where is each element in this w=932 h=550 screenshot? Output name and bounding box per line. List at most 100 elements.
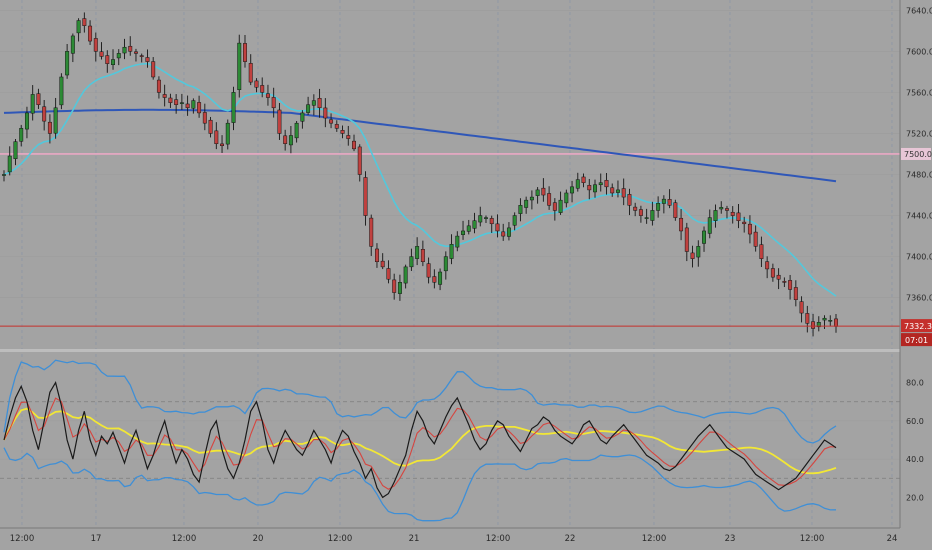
candle-body[interactable] (151, 61, 156, 78)
candle-body[interactable] (667, 199, 672, 206)
candle-body[interactable] (730, 211, 735, 216)
candle-body[interactable] (615, 189, 620, 193)
price-pane[interactable] (0, 12, 900, 337)
candle-body[interactable] (449, 244, 454, 259)
candle-body[interactable] (128, 45, 133, 52)
candle-body[interactable] (323, 107, 328, 119)
candle-body[interactable] (426, 263, 431, 278)
candle-body[interactable] (7, 155, 12, 173)
candle-body[interactable] (174, 99, 179, 105)
candle-body[interactable] (484, 217, 488, 219)
candle-body[interactable] (19, 128, 24, 142)
candle-body[interactable] (82, 18, 87, 26)
candle-body[interactable] (673, 202, 678, 218)
lower-band-line[interactable] (3, 447, 837, 522)
candle-body[interactable] (214, 130, 219, 144)
candle-body[interactable] (409, 256, 414, 268)
candle-body[interactable] (265, 93, 270, 98)
candle-body[interactable] (243, 43, 247, 62)
oscillator-line[interactable] (3, 381, 837, 499)
candle-body[interactable] (231, 92, 236, 123)
candle-body[interactable] (397, 282, 402, 294)
candle-body[interactable] (495, 223, 500, 232)
candle-body[interactable] (506, 227, 511, 237)
candle-body[interactable] (111, 59, 115, 65)
candle-body[interactable] (134, 51, 138, 54)
candle-body[interactable] (340, 130, 345, 134)
candle-body[interactable] (116, 53, 121, 59)
candle-body[interactable] (288, 135, 293, 146)
candle-body[interactable] (162, 94, 167, 98)
pane-separator[interactable] (0, 349, 900, 352)
candle-body[interactable] (788, 280, 793, 290)
candle-body[interactable] (432, 276, 437, 283)
candle-body[interactable] (478, 215, 483, 223)
candle-body[interactable] (587, 185, 592, 191)
candle-body[interactable] (793, 287, 798, 300)
fast-moving-average-line[interactable] (3, 62, 837, 297)
candle-body[interactable] (541, 187, 546, 196)
candle-body[interactable] (88, 25, 93, 42)
candle-body[interactable] (334, 124, 339, 129)
candle-body[interactable] (42, 106, 47, 122)
candle-body[interactable] (93, 38, 98, 52)
slow-moving-average-line[interactable] (3, 108, 837, 183)
candle-body[interactable] (753, 231, 758, 247)
candle-body[interactable] (283, 135, 288, 144)
candle-body[interactable] (518, 205, 523, 214)
candle-body[interactable] (386, 268, 391, 280)
candle-body[interactable] (438, 271, 443, 285)
candle-body[interactable] (24, 112, 29, 130)
candle-body[interactable] (105, 55, 110, 64)
candle-body[interactable] (30, 94, 35, 114)
candle-body[interactable] (99, 51, 104, 57)
candle-body[interactable] (581, 176, 586, 183)
candle-body[interactable] (2, 174, 6, 176)
candle-body[interactable] (529, 196, 534, 201)
candle-body[interactable] (811, 321, 816, 329)
candle-body[interactable] (828, 320, 833, 322)
candle-body[interactable] (799, 301, 804, 314)
candle-body[interactable] (644, 217, 649, 219)
candle-body[interactable] (535, 189, 540, 196)
candle-body[interactable] (684, 227, 689, 252)
candle-body[interactable] (254, 80, 259, 88)
candle-body[interactable] (352, 140, 356, 150)
candle-body[interactable] (156, 79, 161, 93)
candle-body[interactable] (702, 230, 706, 244)
candle-body[interactable] (369, 217, 374, 247)
candle-body[interactable] (650, 210, 655, 221)
candle-body[interactable] (392, 279, 397, 293)
candle-body[interactable] (145, 57, 150, 62)
candle-body[interactable] (501, 231, 506, 237)
candle-body[interactable] (294, 122, 299, 139)
candle-body[interactable] (47, 121, 52, 134)
candle-body[interactable] (742, 221, 747, 225)
upper-band-line[interactable] (3, 359, 837, 444)
candle-body[interactable] (306, 104, 311, 113)
candle-body[interactable] (558, 199, 563, 213)
candle-body[interactable] (363, 177, 368, 216)
candle-body[interactable] (122, 46, 127, 54)
candle-body[interactable] (380, 260, 385, 268)
candle-body[interactable] (225, 122, 230, 145)
candle-body[interactable] (816, 322, 821, 328)
candle-body[interactable] (36, 93, 41, 105)
candle-body[interactable] (776, 274, 781, 280)
candle-body[interactable] (805, 313, 810, 324)
candle-body[interactable] (782, 281, 787, 283)
candle-body[interactable] (179, 102, 184, 104)
oscillator-average-line[interactable] (3, 407, 837, 475)
oscillator-pane[interactable] (3, 359, 837, 522)
candle-body[interactable] (13, 141, 18, 160)
candle-body[interactable] (466, 225, 471, 232)
candle-body[interactable] (317, 98, 322, 109)
candle-body[interactable] (690, 252, 695, 259)
candle-body[interactable] (248, 63, 253, 83)
candle-body[interactable] (656, 202, 661, 211)
candle-body[interactable] (53, 107, 58, 134)
candle-body[interactable] (747, 223, 752, 235)
candle-body[interactable] (834, 318, 838, 327)
candle-body[interactable] (415, 246, 420, 259)
